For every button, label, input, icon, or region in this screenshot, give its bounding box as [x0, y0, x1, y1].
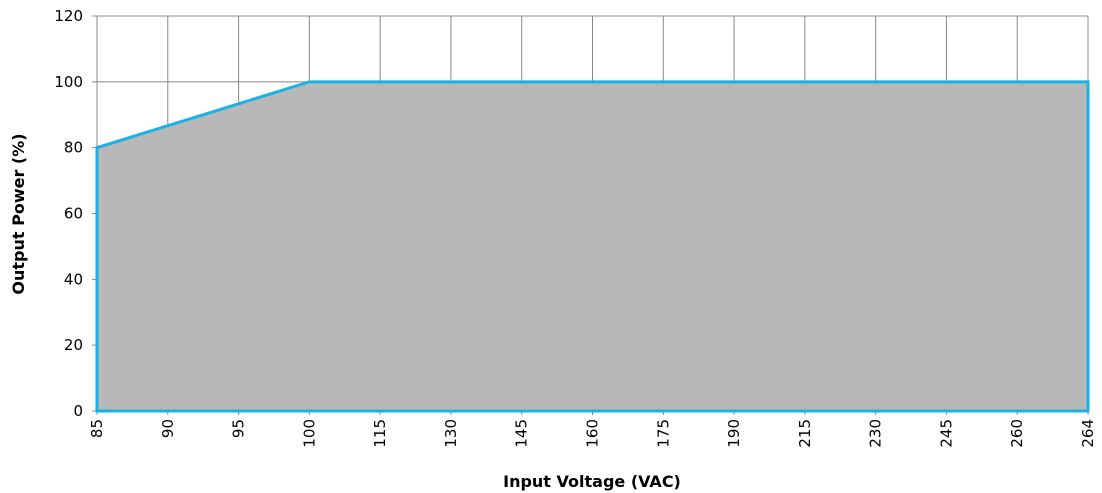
- x-axis-ticks: 85 90 95 100 115 130 145 160 175 190 215 230 245 260 2…: [88, 419, 1097, 448]
- x-tick-label: 264: [1079, 419, 1097, 448]
- y-tick-label: 120: [54, 7, 83, 25]
- series-area: [95, 80, 1090, 413]
- y-tick-label: 20: [64, 336, 83, 354]
- x-tick-label: 115: [371, 419, 389, 448]
- plot-area: [95, 80, 1090, 413]
- x-tick-label: 190: [725, 419, 743, 448]
- x-tick-label: 85: [88, 419, 106, 438]
- x-tick-label: 230: [867, 419, 885, 448]
- y-tick-label: 0: [73, 402, 83, 420]
- x-axis-title: Input Voltage (VAC): [503, 472, 681, 491]
- y-tick-label: 100: [54, 73, 83, 91]
- x-tick-label: 260: [1008, 419, 1026, 448]
- x-tick-label: 90: [159, 419, 177, 438]
- y-axis-ticks: 0 20 40 60 80 100 120: [54, 7, 83, 420]
- x-tick-label: 145: [513, 419, 531, 448]
- y-tick-label: 80: [64, 139, 83, 157]
- x-tick-label: 175: [654, 419, 672, 448]
- x-tick-label: 215: [796, 419, 814, 448]
- y-tick-label: 40: [64, 270, 83, 288]
- x-tick-label: 245: [937, 419, 955, 448]
- x-tick-label: 95: [230, 419, 248, 438]
- x-tick-label: 100: [300, 419, 318, 448]
- y-tick-label: 60: [64, 205, 83, 223]
- x-tick-label: 130: [442, 419, 460, 448]
- x-tick-label: 160: [584, 419, 602, 448]
- y-axis-title: Output Power (%): [9, 133, 28, 294]
